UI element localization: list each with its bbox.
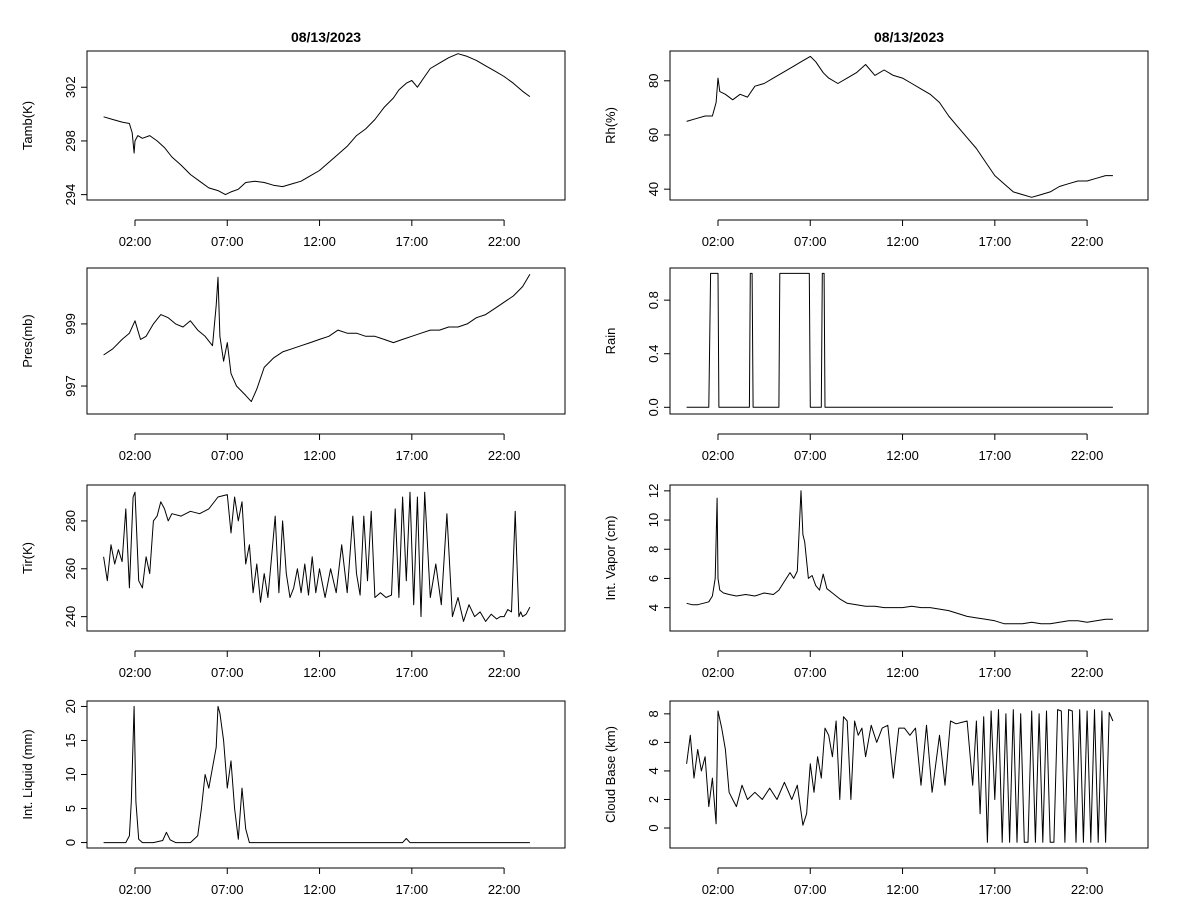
panel-rain: 02:00 07:00 12:00 17:00 22:00 0.0 0.4 0.8 Rain <box>603 267 1149 463</box>
x-tick-label: 02:00 <box>702 882 735 897</box>
y-tick-label: 294 <box>63 184 78 206</box>
x-tick-label: 22:00 <box>1071 665 1104 680</box>
x-tick-label: 12:00 <box>886 234 919 249</box>
x-tick-label: 07:00 <box>211 882 244 897</box>
panel-pres-mb: 02:00 07:00 12:00 17:00 22:00 997 999 Pres(mb) <box>20 267 566 463</box>
y-tick-label: 997 <box>63 375 78 397</box>
x-tick-label: 12:00 <box>886 665 919 680</box>
x-tick-label: 22:00 <box>488 665 521 680</box>
y-tick-label: 298 <box>63 130 78 152</box>
x-tick-label: 02:00 <box>119 448 152 463</box>
x-tick-label: 12:00 <box>303 448 336 463</box>
x-tick-label: 07:00 <box>794 234 827 249</box>
y-axis-label: Rh(%) <box>603 107 618 144</box>
y-tick-label: 0.0 <box>646 398 661 416</box>
x-tick-label: 17:00 <box>979 234 1012 249</box>
x-tick-label: 22:00 <box>1071 882 1104 897</box>
y-tick-label: 0 <box>63 839 78 846</box>
series-line-int-liquid <box>103 705 530 844</box>
x-tick-label: 07:00 <box>211 665 244 680</box>
x-tick-label: 02:00 <box>702 665 735 680</box>
x-tick-label: 07:00 <box>794 665 827 680</box>
y-tick-label: 10 <box>646 513 661 527</box>
x-tick-label: 12:00 <box>886 448 919 463</box>
y-tick-label: 0.4 <box>646 345 661 363</box>
x-tick-label: 02:00 <box>702 234 735 249</box>
chart-title: 08/13/2023 <box>874 29 944 45</box>
series-line-cloud-base <box>686 709 1114 843</box>
x-tick-label: 17:00 <box>979 448 1012 463</box>
x-tick-label: 22:00 <box>1071 448 1104 463</box>
x-tick-label: 17:00 <box>396 665 429 680</box>
y-tick-label: 80 <box>646 74 661 88</box>
y-tick-label: 6 <box>646 739 661 746</box>
y-axis-label: Int. Vapor (cm) <box>603 515 618 600</box>
x-tick-label: 12:00 <box>303 234 336 249</box>
x-tick-label: 02:00 <box>119 882 152 897</box>
y-axis-label: Int. Liquid (mm) <box>20 729 35 819</box>
x-tick-label: 22:00 <box>488 234 521 249</box>
y-tick-label: 8 <box>646 710 661 717</box>
panel-int-liquid-mm: 02:00 07:00 12:00 17:00 22:00 0 5 10 15 20 Int. Li… <box>20 699 566 897</box>
y-tick-label: 10 <box>63 767 78 781</box>
panel-int-vapor-cm: 02:00 07:00 12:00 17:00 22:00 4 6 8 10 12 Int. Vap… <box>603 484 1149 680</box>
y-tick-label: 8 <box>646 546 661 553</box>
x-tick-label: 22:00 <box>1071 234 1104 249</box>
y-tick-label: 302 <box>63 76 78 98</box>
x-tick-label: 17:00 <box>396 448 429 463</box>
y-tick-label: 20 <box>63 699 78 713</box>
x-tick-label: 07:00 <box>794 882 827 897</box>
y-tick-label: 15 <box>63 733 78 747</box>
panel-tamb-k: 08/13/2023 02:00 07:00 12:00 17:00 22:00 294 29… <box>20 29 566 249</box>
y-tick-label: 40 <box>646 182 661 196</box>
y-axis-label: Cloud Base (km) <box>603 726 618 823</box>
x-tick-label: 02:00 <box>119 665 152 680</box>
y-tick-label: 0.8 <box>646 291 661 309</box>
y-tick-label: 0 <box>646 824 661 831</box>
y-tick-label: 4 <box>646 767 661 774</box>
panel-rh: 08/13/2023 02:00 07:00 12:00 17:00 22:00 40 60 8… <box>603 29 1149 249</box>
x-tick-label: 22:00 <box>488 448 521 463</box>
series-line-int-vapor <box>686 490 1113 625</box>
y-tick-label: 260 <box>63 558 78 580</box>
y-axis-label: Rain <box>603 328 618 355</box>
y-tick-label: 5 <box>63 805 78 812</box>
x-tick-label: 22:00 <box>488 882 521 897</box>
x-tick-label: 12:00 <box>886 882 919 897</box>
panel-tir-k: 02:00 07:00 12:00 17:00 22:00 240 260 280 Tir(K) <box>20 484 566 680</box>
y-tick-label: 60 <box>646 128 661 142</box>
x-tick-label: 12:00 <box>303 882 336 897</box>
x-tick-label: 07:00 <box>211 234 244 249</box>
series-line-rain <box>686 272 1113 408</box>
x-tick-label: 17:00 <box>979 882 1012 897</box>
series-line-tir <box>103 491 531 622</box>
y-tick-label: 2 <box>646 796 661 803</box>
y-tick-label: 999 <box>63 313 78 335</box>
y-tick-label: 280 <box>63 510 78 532</box>
y-tick-label: 4 <box>646 604 661 611</box>
series-line-pres <box>103 273 531 403</box>
chart-title: 08/13/2023 <box>291 29 361 45</box>
x-tick-label: 02:00 <box>702 448 735 463</box>
y-axis-label: Pres(mb) <box>20 314 35 367</box>
y-tick-label: 12 <box>646 484 661 498</box>
x-tick-label: 12:00 <box>303 665 336 680</box>
panel-cloud-base-km: 02:00 07:00 12:00 17:00 22:00 0 2 4 6 8 Cloud Base… <box>603 700 1149 897</box>
x-tick-label: 17:00 <box>979 665 1012 680</box>
y-axis-label: Tir(K) <box>20 542 35 574</box>
series-line-rh <box>686 55 1113 198</box>
y-axis-label: Tamb(K) <box>20 101 35 150</box>
x-tick-label: 17:00 <box>396 234 429 249</box>
x-tick-label: 07:00 <box>211 448 244 463</box>
series-line-tamb <box>103 53 531 196</box>
y-tick-label: 240 <box>63 606 78 628</box>
x-tick-label: 02:00 <box>119 234 152 249</box>
y-tick-label: 6 <box>646 575 661 582</box>
x-tick-label: 07:00 <box>794 448 827 463</box>
x-tick-label: 17:00 <box>396 882 429 897</box>
